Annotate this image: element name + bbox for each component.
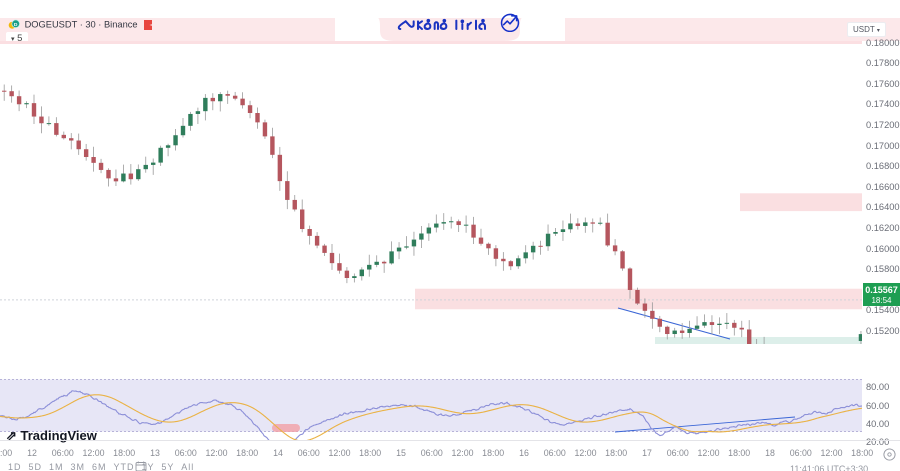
svg-text:D: D <box>14 22 18 28</box>
